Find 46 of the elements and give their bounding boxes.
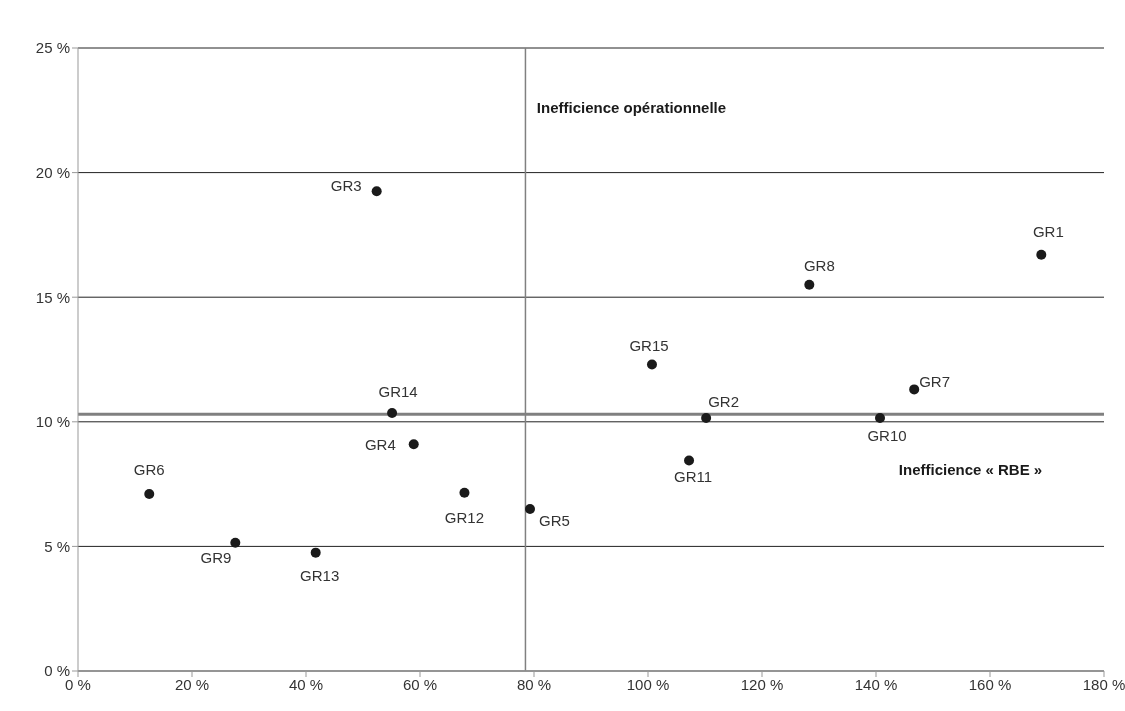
point bbox=[144, 489, 155, 500]
x-tick-label: 100 % bbox=[626, 675, 670, 693]
annotation: Inefficience opérationnelle bbox=[536, 99, 727, 117]
y-tick-label: 20 % bbox=[35, 163, 70, 181]
x-tick-label: 120 % bbox=[740, 675, 784, 693]
series-label: GR3 bbox=[330, 176, 362, 194]
point bbox=[459, 487, 470, 498]
annotation: Inefficience « RBE » bbox=[898, 460, 1043, 478]
y-tick-label: 25 % bbox=[35, 39, 70, 57]
x-tick-label: 20 % bbox=[174, 675, 210, 693]
x-tick-label: 140 % bbox=[854, 675, 898, 693]
series-label: GR12 bbox=[444, 509, 485, 527]
point bbox=[408, 439, 419, 450]
series-label: GR7 bbox=[919, 372, 951, 390]
x-tick-label: 180 % bbox=[1082, 675, 1125, 693]
point bbox=[1036, 249, 1047, 260]
x-tick-label: 60 % bbox=[402, 675, 438, 693]
series-label: GR11 bbox=[674, 467, 713, 485]
x-tick-label: 160 % bbox=[968, 675, 1012, 693]
point bbox=[701, 413, 712, 424]
series-label: GR2 bbox=[708, 392, 739, 410]
point bbox=[371, 186, 382, 197]
series-label: GR15 bbox=[629, 336, 669, 354]
y-tick-label: 10 % bbox=[35, 413, 70, 431]
point bbox=[310, 547, 321, 558]
point bbox=[909, 384, 920, 395]
series-label: GR1 bbox=[1032, 223, 1064, 241]
series-label: GR6 bbox=[133, 460, 165, 478]
x-tick-label: 80 % bbox=[516, 675, 552, 693]
point bbox=[684, 455, 695, 466]
series-label: GR8 bbox=[803, 257, 835, 275]
series-label: GR5 bbox=[539, 511, 570, 529]
x-tick-label: 40 % bbox=[288, 675, 324, 693]
point bbox=[525, 504, 536, 515]
point bbox=[387, 408, 398, 419]
series-label: GR14 bbox=[378, 382, 418, 400]
y-tick-label: 5 % bbox=[44, 537, 70, 555]
series-label: GR9 bbox=[200, 549, 232, 567]
y-tick-label: 15 % bbox=[35, 288, 70, 306]
point bbox=[230, 537, 241, 548]
point bbox=[804, 279, 815, 290]
series-label: GR10 bbox=[867, 426, 907, 444]
point bbox=[646, 359, 657, 370]
series-label: GR13 bbox=[300, 567, 340, 585]
series-label: GR4 bbox=[364, 435, 396, 453]
point bbox=[874, 413, 885, 424]
